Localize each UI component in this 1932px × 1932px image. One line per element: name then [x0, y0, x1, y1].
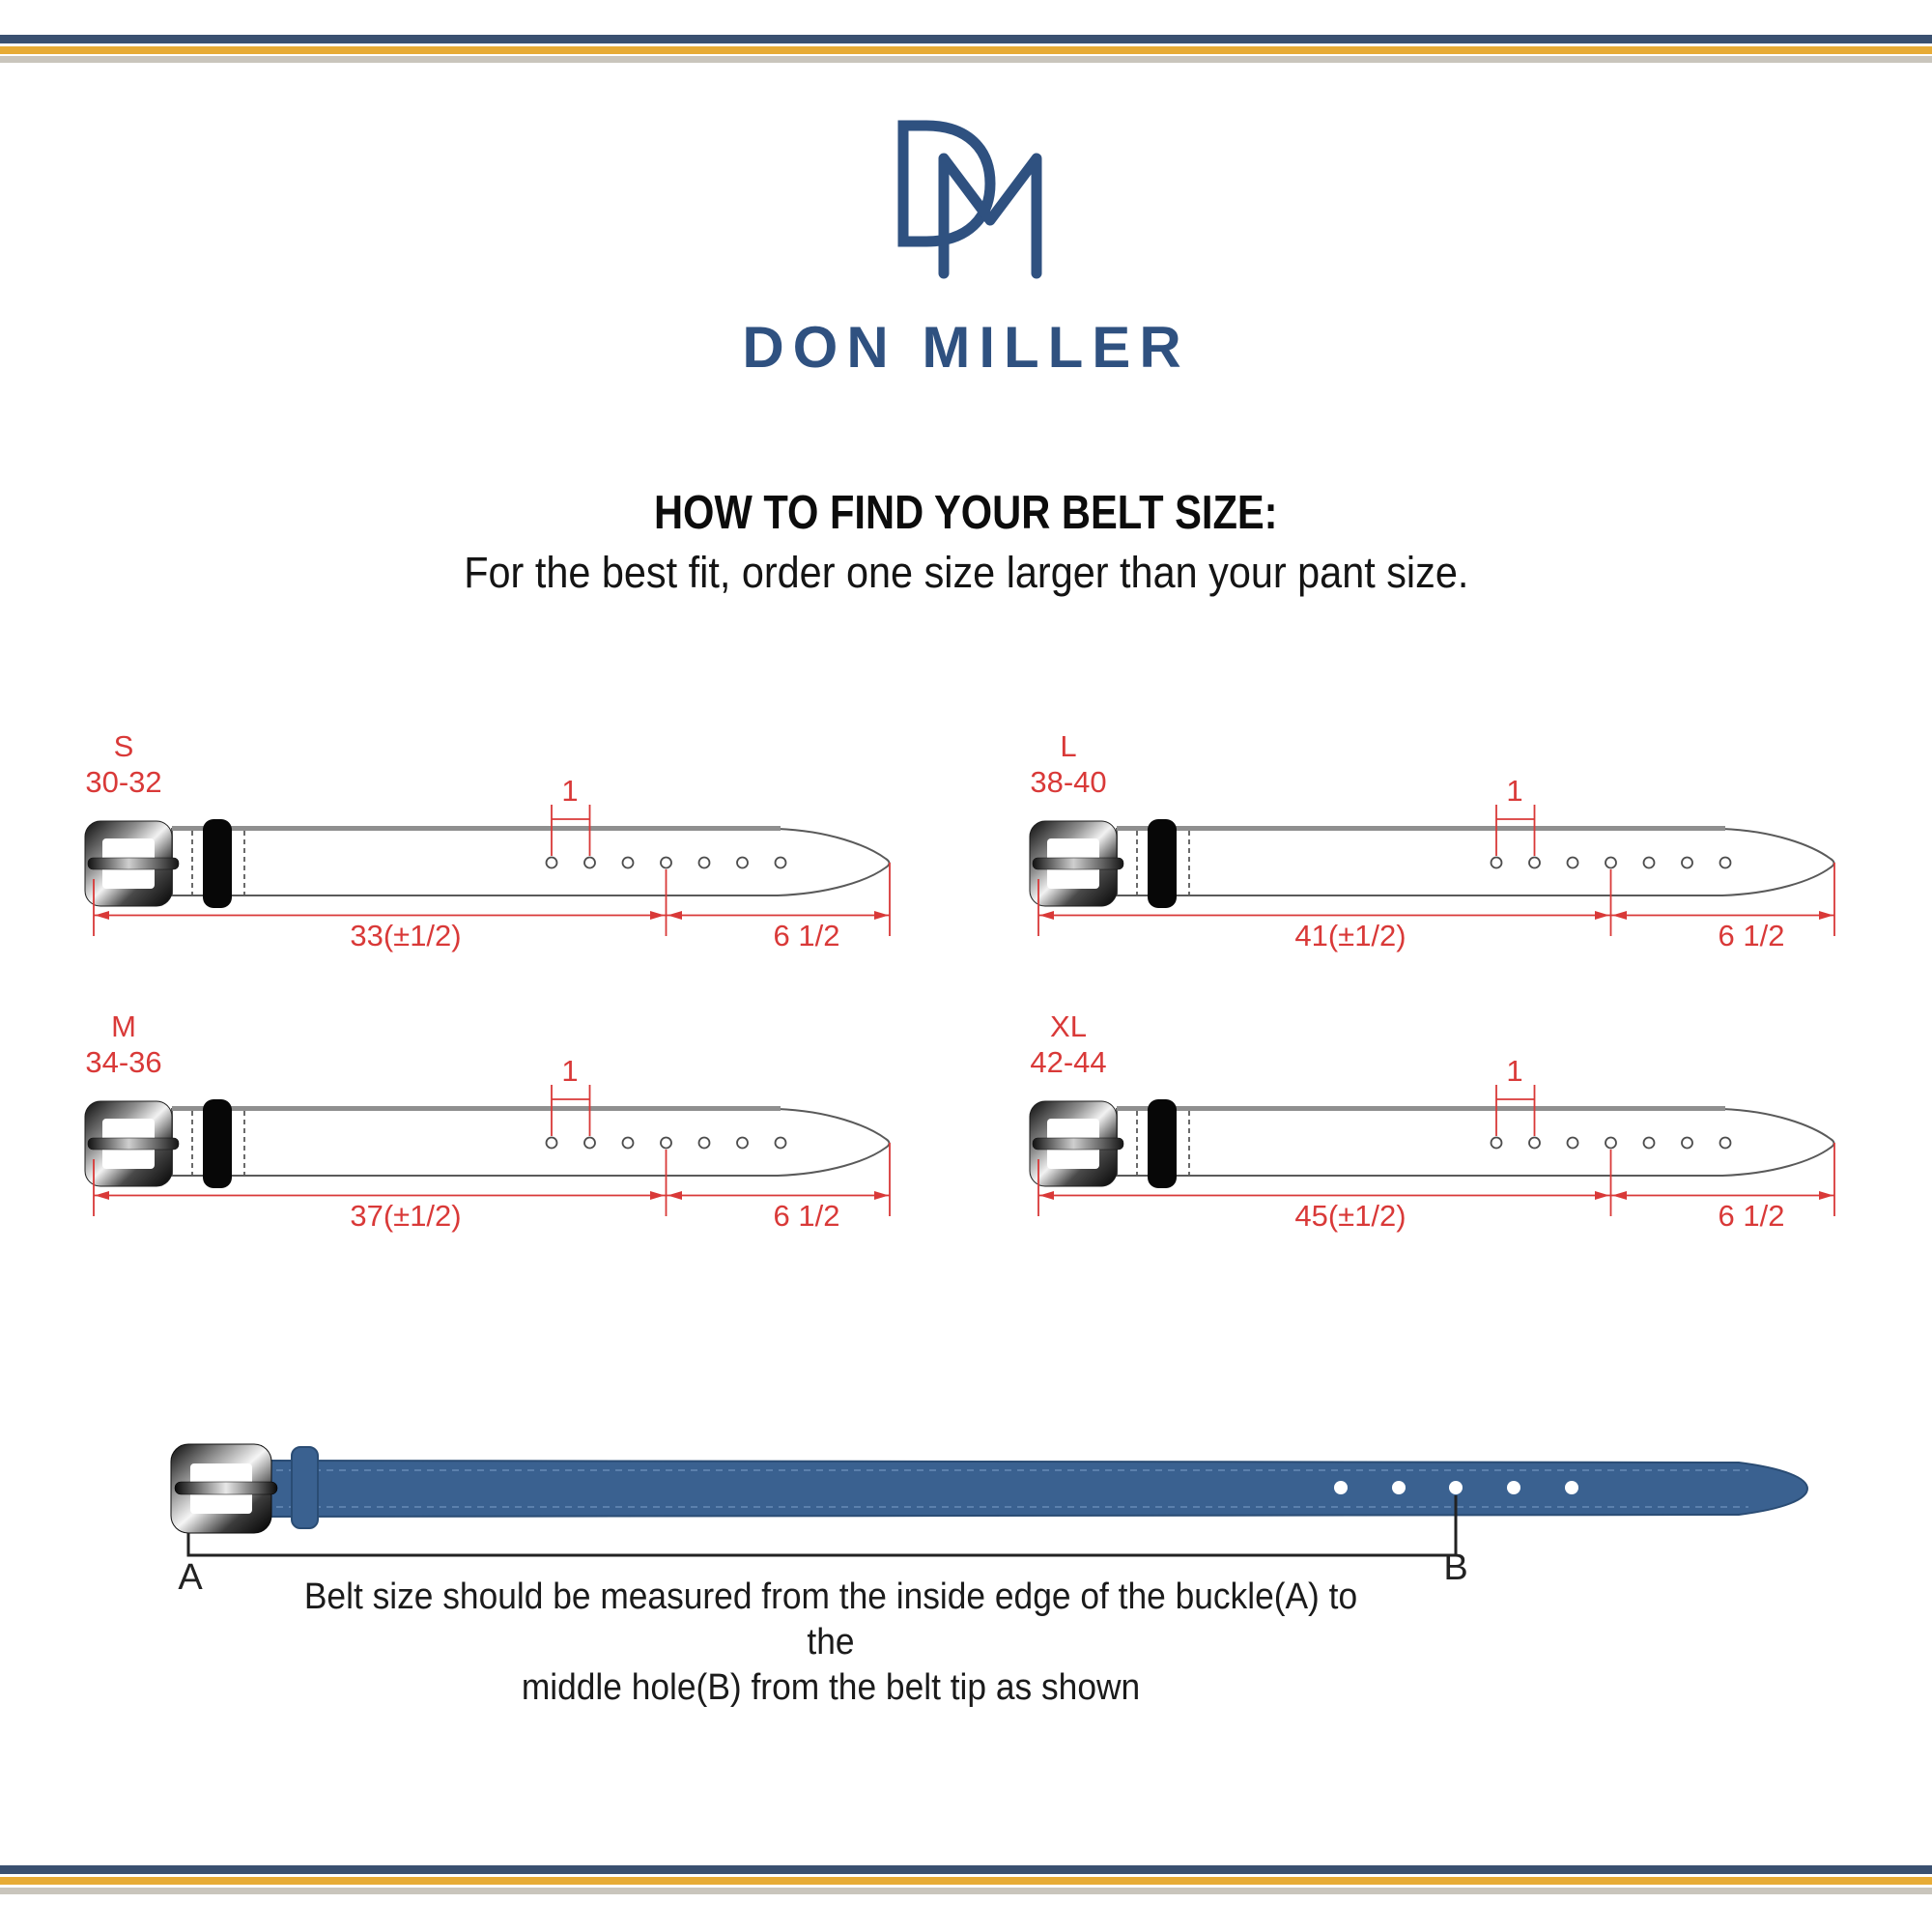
belt-diagram-xl: XL 42-44 — [1003, 997, 1862, 1238]
bottom-border-stripe-navy — [0, 1865, 1932, 1874]
blue-belt-buckle — [170, 1443, 278, 1534]
page-subtitle-text: For the best fit, order one size larger … — [463, 548, 1469, 597]
belt-diagram-svg — [1029, 805, 1835, 936]
belt-holes — [545, 856, 787, 869]
belt-buckle — [84, 820, 180, 907]
belt-diagram-svg — [84, 805, 891, 936]
belt-keeper — [1148, 819, 1177, 908]
blue-belt-holes — [1334, 1481, 1578, 1494]
belt-length-label: 45(±1/2) — [1294, 1199, 1406, 1233]
belt-diagram-s: S 30-32 — [58, 717, 918, 958]
belt-art — [1003, 997, 1862, 1243]
measure-note-line2: middle hole(B) from the belt tip as show… — [521, 1667, 1141, 1708]
measure-note-line1: Belt size should be measured from the in… — [303, 1577, 1358, 1662]
belt-keeper — [203, 1099, 232, 1188]
size-code: M — [111, 1009, 136, 1043]
size-range: 38-40 — [1030, 765, 1107, 799]
belt-keeper — [1148, 1099, 1177, 1188]
dimension-lines — [1037, 1085, 1835, 1216]
tip-length-label: 6 1/2 — [1718, 1199, 1785, 1233]
belt-length-label: 33(±1/2) — [350, 919, 462, 952]
dimension-lines — [1037, 805, 1835, 936]
top-border-stripe-gray — [0, 56, 1932, 63]
tip-length-label: 6 1/2 — [1718, 919, 1785, 952]
bottom-border-stripe-gray — [0, 1888, 1932, 1894]
dimension-arrows — [1039, 911, 1833, 920]
belt-holes — [545, 1136, 787, 1150]
hole-spacing-label: 1 — [561, 1054, 579, 1088]
belt-length-label: 37(±1/2) — [350, 1199, 462, 1233]
belt-art — [58, 717, 918, 963]
hole-spacing-label: 1 — [1506, 774, 1523, 808]
top-border-stripe-gold — [0, 46, 1932, 54]
tip-length-label: 6 1/2 — [773, 1199, 840, 1233]
measure-line-a-to-b — [186, 1495, 1458, 1557]
page-title: HOW TO FIND YOUR BELT SIZE: — [0, 486, 1932, 540]
size-range: 30-32 — [85, 765, 162, 799]
marker-a-label: A — [178, 1557, 203, 1598]
belt-keeper — [203, 819, 232, 908]
bottom-border-stripe-gold — [0, 1877, 1932, 1885]
measure-note: Belt size should be measured from the in… — [283, 1575, 1379, 1711]
dimension-lines — [93, 805, 891, 936]
measure-illustration-svg — [170, 1443, 1809, 1557]
dm-monogram-icon — [897, 120, 1042, 279]
belt-holes — [1490, 1136, 1732, 1150]
page-subtitle: For the best fit, order one size larger … — [0, 547, 1932, 599]
tip-length-label: 6 1/2 — [773, 919, 840, 952]
size-code: L — [1060, 729, 1077, 763]
hole-spacing-label: 1 — [1506, 1054, 1523, 1088]
size-code: S — [113, 729, 134, 763]
size-code: XL — [1050, 1009, 1087, 1043]
belt-art — [58, 997, 918, 1243]
belt-buckle — [1029, 820, 1124, 907]
size-range: 42-44 — [1030, 1045, 1107, 1079]
hole-spacing-label: 1 — [561, 774, 579, 808]
belt-diagram-l: L 38-40 — [1003, 717, 1862, 958]
belt-holes — [1490, 856, 1732, 869]
dimension-lines — [93, 1085, 891, 1216]
dimension-arrows — [1039, 1191, 1833, 1200]
belt-diagram-svg — [84, 1085, 891, 1216]
size-range: 34-36 — [85, 1045, 162, 1079]
page-title-text: HOW TO FIND YOUR BELT SIZE: — [654, 487, 1278, 539]
brand-name: DON MILLER — [742, 315, 1190, 380]
dimension-arrows — [95, 911, 889, 920]
dimension-arrows — [95, 1191, 889, 1200]
blue-belt-keeper — [291, 1446, 319, 1529]
belt-diagram-svg — [1029, 1085, 1835, 1216]
belt-length-label: 41(±1/2) — [1294, 919, 1406, 952]
belt-diagram-m: M 34-36 — [58, 997, 918, 1238]
belt-art — [1003, 717, 1862, 963]
top-border-stripe-navy — [0, 35, 1932, 43]
belt-buckle — [1029, 1100, 1124, 1187]
marker-b-label: B — [1443, 1548, 1468, 1588]
belt-buckle — [84, 1100, 180, 1187]
